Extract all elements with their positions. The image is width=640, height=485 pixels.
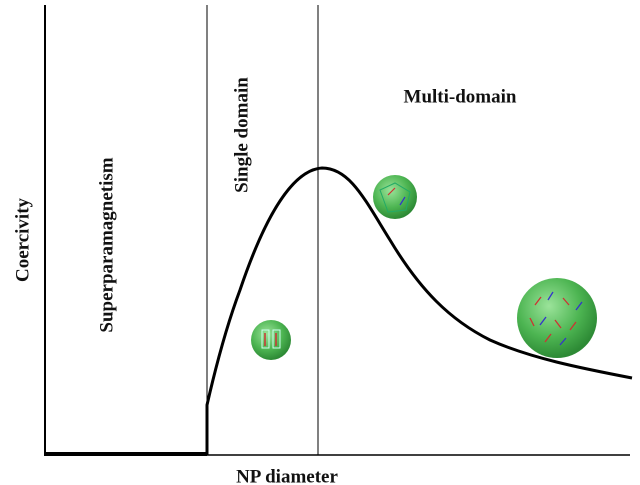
region-label: Single domain xyxy=(231,77,252,193)
particle-small xyxy=(251,320,291,360)
particle-large xyxy=(517,278,597,358)
x-axis-label: NP diameter xyxy=(236,466,338,485)
y-axis-label: Coercivity xyxy=(12,197,33,282)
region-label: Multi-domain xyxy=(404,86,517,107)
diagram: Coercivity NP diameter Superparamagnetis… xyxy=(0,0,640,485)
region-label: Superparamagnetism xyxy=(96,157,117,332)
particle-medium xyxy=(373,175,417,219)
